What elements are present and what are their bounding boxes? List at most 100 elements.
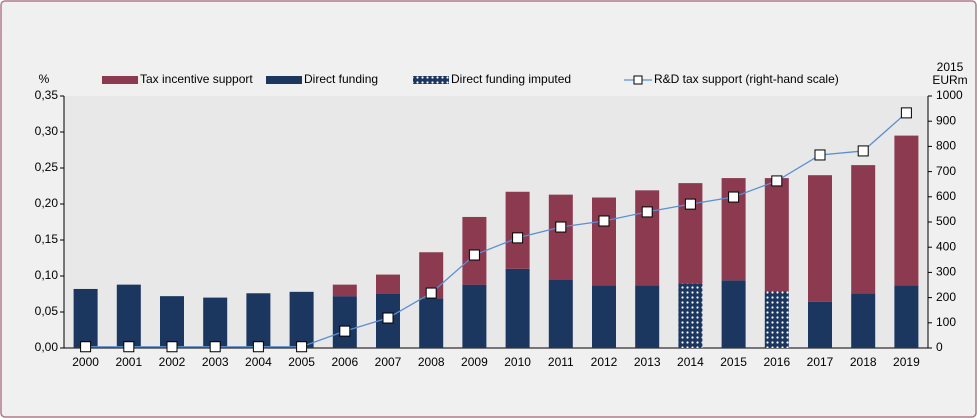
x-tick-label: 2012 xyxy=(591,355,618,369)
x-tick-label: 2002 xyxy=(159,355,186,369)
bar-segment xyxy=(894,135,919,286)
line-marker xyxy=(771,175,783,187)
bar-segment xyxy=(548,279,573,348)
y-tick-label: 0,30 xyxy=(35,124,59,138)
line-marker xyxy=(425,287,437,299)
y2-tick-label: 900 xyxy=(936,113,956,127)
y2-tick-label: 300 xyxy=(936,265,956,279)
y-tick-label: 0,35 xyxy=(35,88,59,102)
line xyxy=(85,112,907,348)
line-marker xyxy=(598,215,610,227)
y2-tick-label: 400 xyxy=(936,239,956,253)
y-tick-label: 0,05 xyxy=(35,304,59,318)
x-tick-label: 2010 xyxy=(504,355,531,369)
bar-segment xyxy=(160,296,184,348)
bar-segment xyxy=(592,285,616,348)
x-tick-label: 2006 xyxy=(331,355,358,369)
line-marker xyxy=(296,341,308,353)
line-marker xyxy=(123,341,135,353)
bar-segment xyxy=(419,298,444,348)
bar-segment xyxy=(851,293,876,348)
line-marker xyxy=(252,341,264,353)
x-tick-label: 2017 xyxy=(807,355,834,369)
y2-axis-label: EURm xyxy=(932,73,967,87)
y2-tick-label: 500 xyxy=(936,214,956,228)
line-marker xyxy=(80,341,92,353)
bar-segment xyxy=(505,268,530,348)
legend-label: Direct funding imputed xyxy=(451,72,571,86)
y2-tick-label: 100 xyxy=(936,315,956,329)
legend-swatch xyxy=(633,75,643,85)
x-tick-label: 2009 xyxy=(461,355,488,369)
line-marker xyxy=(728,191,740,203)
bar-segment xyxy=(203,297,228,348)
x-tick-label: 2005 xyxy=(288,355,315,369)
y2-tick-label: 0 xyxy=(936,340,943,354)
x-tick-label: 2000 xyxy=(72,355,99,369)
line-marker xyxy=(209,341,221,353)
bar-segment xyxy=(808,301,832,348)
y2-tick-label: 800 xyxy=(936,139,956,153)
x-tick-label: 2004 xyxy=(245,355,272,369)
bar-segment xyxy=(462,284,487,348)
bar-segment xyxy=(764,291,789,348)
line-marker xyxy=(166,341,178,353)
line-marker xyxy=(684,198,696,210)
y-tick-label: 0,20 xyxy=(35,196,59,210)
x-tick-label: 2014 xyxy=(677,355,704,369)
bar-segment xyxy=(592,197,616,286)
x-tick-label: 2001 xyxy=(115,355,142,369)
x-tick-label: 2016 xyxy=(763,355,790,369)
x-tick-label: 2003 xyxy=(202,355,229,369)
y-tick-label: 0,25 xyxy=(35,160,59,174)
y-tick-label: 0,15 xyxy=(35,232,59,246)
bar-segment xyxy=(332,296,357,348)
legend-label: Direct funding xyxy=(304,72,378,86)
bar-segment xyxy=(764,178,789,292)
bar-segment xyxy=(548,194,573,280)
bar-segment xyxy=(332,284,357,297)
x-tick-label: 2019 xyxy=(893,355,920,369)
y2-tick-label: 700 xyxy=(936,164,956,178)
x-tick-label: 2018 xyxy=(850,355,877,369)
x-tick-label: 2008 xyxy=(418,355,445,369)
bar-segment xyxy=(678,183,703,284)
bar-segment xyxy=(808,175,832,302)
y2-tick-label: 600 xyxy=(936,189,956,203)
bar-segment xyxy=(894,285,919,348)
bar-segment xyxy=(73,288,98,348)
line-marker xyxy=(555,221,567,233)
bar-segment xyxy=(505,191,530,269)
y2-tick-label: 200 xyxy=(936,290,956,304)
x-tick-label: 2011 xyxy=(548,355,574,369)
y-tick-label: 0,00 xyxy=(35,340,59,354)
legend-swatch xyxy=(413,76,449,84)
y-tick-label: 0,10 xyxy=(35,268,59,282)
line-marker xyxy=(512,232,524,244)
line-marker xyxy=(641,206,653,218)
legend-swatch xyxy=(266,76,302,84)
legend-label: R&D tax support (right-hand scale) xyxy=(654,72,839,86)
line-marker xyxy=(814,149,826,161)
line-marker xyxy=(900,107,912,119)
bar-segment xyxy=(289,291,314,348)
x-tick-label: 2015 xyxy=(720,355,747,369)
line-marker xyxy=(468,249,480,261)
y2-axis-label: 2015 xyxy=(937,60,964,74)
legend-swatch xyxy=(102,76,138,84)
bar-segment xyxy=(376,274,400,294)
bar-segment xyxy=(678,283,703,348)
bar-segment xyxy=(635,285,660,348)
legend-label: Tax incentive support xyxy=(140,72,253,86)
line-marker xyxy=(339,325,351,337)
bar-segment xyxy=(635,190,660,286)
line-marker xyxy=(382,312,394,324)
line-marker xyxy=(857,145,869,157)
y2-tick-label: 1000 xyxy=(936,88,963,102)
x-tick-label: 2013 xyxy=(634,355,661,369)
x-tick-label: 2007 xyxy=(375,355,402,369)
bar-segment xyxy=(116,284,141,348)
bar-segment xyxy=(851,165,876,294)
